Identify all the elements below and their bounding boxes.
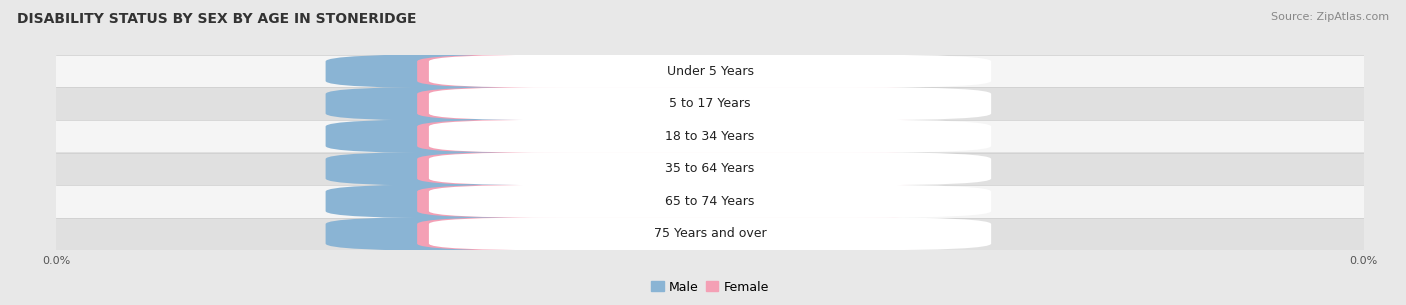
Text: 0.0%: 0.0%	[506, 66, 534, 76]
Text: 65 to 74 Years: 65 to 74 Years	[665, 195, 755, 208]
Text: Source: ZipAtlas.com: Source: ZipAtlas.com	[1271, 12, 1389, 22]
Bar	[56, 217, 1364, 250]
Text: 18 to 34 Years: 18 to 34 Years	[665, 130, 755, 143]
FancyBboxPatch shape	[326, 152, 859, 186]
FancyBboxPatch shape	[418, 184, 950, 218]
Text: 0.0%: 0.0%	[506, 99, 534, 109]
FancyBboxPatch shape	[326, 87, 859, 121]
FancyBboxPatch shape	[418, 87, 950, 121]
Bar	[56, 120, 1364, 152]
Text: 0.0%: 0.0%	[506, 131, 534, 141]
Text: 5 to 17 Years: 5 to 17 Years	[669, 97, 751, 110]
Text: 0.0%: 0.0%	[886, 99, 914, 109]
Text: 0.0%: 0.0%	[886, 66, 914, 76]
Text: 0.0%: 0.0%	[506, 196, 534, 206]
Text: 0.0%: 0.0%	[506, 164, 534, 174]
FancyBboxPatch shape	[418, 217, 950, 251]
Text: 0.0%: 0.0%	[886, 229, 914, 239]
FancyBboxPatch shape	[418, 54, 950, 88]
Legend: Male, Female: Male, Female	[647, 275, 773, 299]
Bar	[56, 152, 1364, 185]
Bar	[56, 88, 1364, 120]
FancyBboxPatch shape	[429, 185, 991, 218]
FancyBboxPatch shape	[326, 217, 859, 251]
FancyBboxPatch shape	[429, 152, 991, 185]
Text: 0.0%: 0.0%	[506, 229, 534, 239]
Text: DISABILITY STATUS BY SEX BY AGE IN STONERIDGE: DISABILITY STATUS BY SEX BY AGE IN STONE…	[17, 12, 416, 26]
FancyBboxPatch shape	[429, 217, 991, 250]
Text: 0.0%: 0.0%	[886, 164, 914, 174]
FancyBboxPatch shape	[418, 119, 950, 153]
Text: 0.0%: 0.0%	[886, 131, 914, 141]
FancyBboxPatch shape	[418, 152, 950, 186]
FancyBboxPatch shape	[429, 87, 991, 120]
FancyBboxPatch shape	[326, 54, 859, 88]
Text: Under 5 Years: Under 5 Years	[666, 65, 754, 78]
Bar	[56, 55, 1364, 88]
FancyBboxPatch shape	[326, 184, 859, 218]
Text: 75 Years and over: 75 Years and over	[654, 227, 766, 240]
Text: 35 to 64 Years: 35 to 64 Years	[665, 162, 755, 175]
FancyBboxPatch shape	[429, 55, 991, 88]
Text: 0.0%: 0.0%	[886, 196, 914, 206]
FancyBboxPatch shape	[326, 119, 859, 153]
FancyBboxPatch shape	[429, 120, 991, 153]
Bar	[56, 185, 1364, 217]
